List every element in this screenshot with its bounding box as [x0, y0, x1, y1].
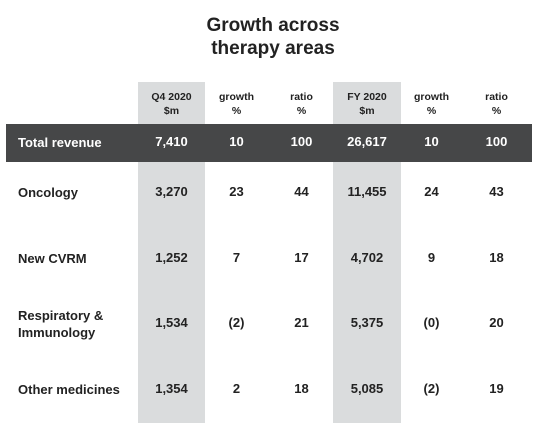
- table-cell: 17: [294, 250, 309, 265]
- table-cell: 7: [232, 250, 241, 265]
- column-header-fy-growth: growth %: [414, 91, 449, 117]
- row-label-respiratory-immunology: Respiratory & Immunology: [18, 308, 104, 340]
- row-label-new-cvrm: New CVRM: [18, 251, 87, 266]
- column-header-q4-ratio: ratio %: [290, 91, 313, 117]
- table-cell: 1,534: [155, 315, 188, 330]
- table-cell: 1,252: [155, 250, 188, 265]
- table-cell: 2: [232, 381, 241, 396]
- table-cell: 10: [424, 134, 439, 149]
- table-cell: 5,085: [350, 381, 384, 396]
- table-cell: 100: [290, 134, 313, 149]
- page-title: Growth across therapy areas: [0, 14, 537, 60]
- table-cell: 18: [294, 381, 309, 396]
- table-cell: 43: [489, 184, 504, 199]
- column-header-fy-ratio: ratio %: [485, 91, 508, 117]
- table-cell: 24: [424, 184, 439, 199]
- table-cell: 26,617: [347, 134, 387, 149]
- table-cell: 21: [294, 315, 309, 330]
- table-cell: (0): [423, 315, 440, 330]
- table-cell: 100: [485, 134, 508, 149]
- table-cell: (2): [423, 381, 440, 396]
- table-cell: 1,354: [155, 381, 188, 396]
- column-header-q4-growth: growth %: [219, 91, 254, 117]
- column-header-fy-2020: FY 2020 $m: [347, 91, 387, 117]
- row-label-other-medicines: Other medicines: [18, 382, 120, 397]
- table-cell: 3,270: [155, 184, 188, 199]
- table-cell: 44: [294, 184, 309, 199]
- table-cell: 20: [489, 315, 504, 330]
- table-cell: 10: [229, 134, 244, 149]
- table-cell: 11,455: [347, 184, 387, 199]
- table-cell: 9: [427, 250, 436, 265]
- row-label-total-revenue: Total revenue: [18, 135, 102, 150]
- table-cell: 4,702: [350, 250, 384, 265]
- table-cell: 5,375: [350, 315, 384, 330]
- table-cell: 19: [489, 381, 504, 396]
- row-label-oncology: Oncology: [18, 185, 78, 200]
- total-revenue-band: [6, 124, 532, 162]
- title-line-1: Growth across: [206, 15, 340, 36]
- table-cell: (2): [228, 315, 245, 330]
- table-cell: 23: [229, 184, 244, 199]
- table-cell: 18: [489, 250, 504, 265]
- title-line-2: therapy areas: [211, 38, 335, 59]
- column-header-q4-2020: Q4 2020 $m: [151, 91, 192, 117]
- table-cell: 7,410: [155, 134, 188, 149]
